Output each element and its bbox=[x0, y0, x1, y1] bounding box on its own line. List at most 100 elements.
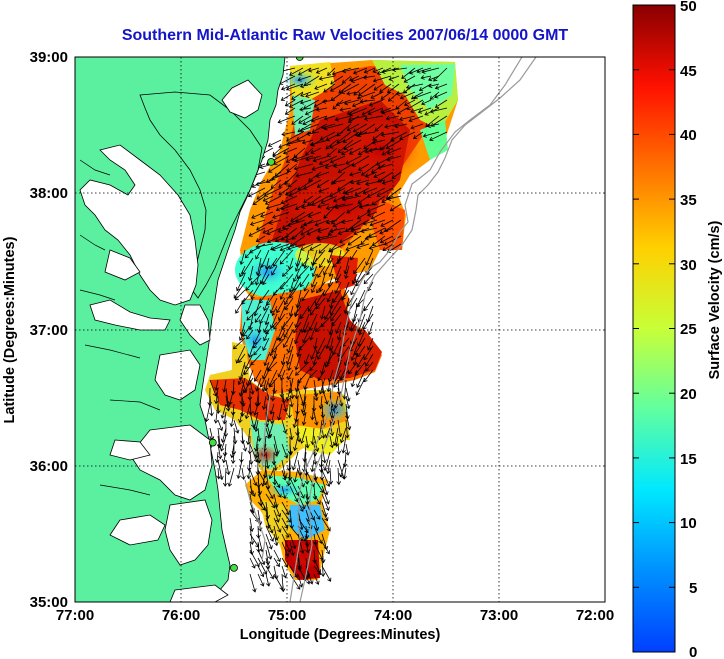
velocity-arrow bbox=[281, 517, 289, 530]
velocity-arrow bbox=[335, 99, 352, 107]
colorbar-tick: 5 bbox=[689, 580, 697, 597]
velocity-arrow bbox=[288, 305, 294, 317]
velocity-arrow bbox=[321, 443, 327, 464]
velocity-arrow bbox=[285, 155, 298, 163]
velocity-arrow bbox=[309, 361, 318, 372]
velocity-arrow bbox=[293, 467, 299, 483]
velocity-arrow bbox=[333, 377, 342, 388]
x-tick-label: 73:00 bbox=[480, 607, 518, 624]
velocity-arrow bbox=[269, 297, 278, 314]
velocity-arrow bbox=[347, 235, 362, 246]
velocity-arrow bbox=[284, 297, 294, 311]
velocity-arrow bbox=[273, 477, 281, 489]
velocity-arrow bbox=[348, 361, 358, 375]
velocity-arrow bbox=[271, 451, 277, 466]
velocity-arrow bbox=[323, 257, 334, 276]
velocity-arrow bbox=[382, 243, 394, 251]
velocity-arrow bbox=[330, 75, 344, 85]
velocity-arrow bbox=[265, 541, 273, 560]
velocity-arrow bbox=[316, 179, 330, 188]
velocity-arrow bbox=[290, 211, 306, 222]
velocity-arrow bbox=[252, 195, 266, 206]
velocity-arrow bbox=[294, 257, 302, 272]
velocity-arrow bbox=[256, 187, 274, 200]
velocity-arrow bbox=[370, 91, 384, 99]
velocity-arrow bbox=[209, 395, 214, 417]
velocity-arrow bbox=[321, 469, 331, 487]
velocity-arrow bbox=[341, 219, 354, 225]
velocity-arrow bbox=[257, 477, 263, 496]
velocity-arrow bbox=[367, 107, 384, 116]
velocity-arrow bbox=[295, 171, 314, 178]
velocity-arrow bbox=[325, 459, 331, 475]
velocity-arrow bbox=[356, 353, 366, 368]
velocity-arrow bbox=[292, 411, 299, 429]
velocity-arrow bbox=[225, 387, 231, 409]
map-title: Southern Mid-Atlantic Raw Velocities 200… bbox=[122, 27, 569, 44]
velocity-arrow bbox=[280, 573, 286, 593]
velocity-arrow bbox=[252, 411, 259, 430]
velocity-arrow bbox=[277, 227, 290, 234]
velocity-arrow bbox=[403, 99, 416, 107]
velocity-arrow bbox=[311, 195, 330, 206]
velocity-arrow bbox=[299, 123, 320, 133]
velocity-arrow bbox=[339, 107, 352, 112]
velocity-arrow bbox=[308, 313, 318, 331]
velocity-arrow bbox=[267, 139, 282, 147]
velocity-arrow bbox=[413, 91, 432, 100]
velocity-arrow bbox=[428, 75, 440, 82]
velocity-arrow bbox=[363, 115, 384, 121]
velocity-arrow bbox=[310, 403, 315, 421]
velocity-arrow bbox=[320, 305, 326, 320]
velocity-arrow bbox=[245, 281, 254, 291]
velocity-arrow bbox=[313, 379, 319, 398]
map-area bbox=[75, 57, 605, 602]
velocity-arrow bbox=[287, 219, 306, 228]
velocity-arrow bbox=[253, 329, 262, 345]
colorbar-tick: 45 bbox=[680, 63, 697, 80]
velocity-arrow bbox=[396, 107, 408, 115]
velocity-arrow bbox=[310, 147, 322, 154]
velocity-arrow bbox=[366, 211, 378, 217]
velocity-arrow bbox=[303, 353, 310, 365]
velocity-arrow bbox=[303, 179, 322, 190]
velocity-arrow bbox=[281, 469, 287, 481]
colorbar-tick: 50 bbox=[680, 0, 697, 15]
velocity-arrow bbox=[342, 467, 347, 480]
velocity-arrow bbox=[334, 115, 352, 122]
velocity-arrow bbox=[324, 353, 334, 368]
velocity-arrow bbox=[273, 313, 286, 330]
velocity-arrow bbox=[281, 565, 288, 579]
velocity-arrow bbox=[380, 219, 394, 227]
velocity-arrow bbox=[219, 435, 227, 452]
velocity-arrow bbox=[262, 195, 274, 202]
velocity-arrow bbox=[309, 139, 330, 147]
velocity-arrow bbox=[291, 91, 304, 100]
velocity-arrow bbox=[433, 67, 448, 82]
velocity-arrow bbox=[328, 243, 346, 253]
velocity-arrow bbox=[284, 99, 296, 107]
velocity-arrow bbox=[336, 345, 342, 358]
velocity-arrow bbox=[297, 533, 305, 554]
velocity-arrow bbox=[233, 281, 246, 299]
velocity-arrow bbox=[346, 123, 360, 132]
velocity-arrow bbox=[309, 243, 322, 251]
velocity-arrow bbox=[341, 67, 360, 74]
velocity-arrow bbox=[356, 179, 370, 186]
velocity-arrow bbox=[287, 179, 298, 188]
velocity-arrow bbox=[315, 289, 326, 306]
y-tick-label: 37:00 bbox=[30, 322, 68, 339]
velocity-arrow bbox=[327, 369, 334, 383]
velocity-arrow bbox=[254, 313, 262, 323]
velocity-arrow bbox=[395, 91, 408, 96]
velocity-arrow bbox=[356, 91, 376, 100]
velocity-arrow bbox=[294, 305, 302, 317]
velocity-arrow bbox=[327, 227, 338, 236]
velocity-arrow bbox=[294, 353, 302, 371]
velocity-arrow bbox=[265, 525, 274, 542]
velocity-arrow bbox=[334, 203, 354, 210]
velocity-arrow bbox=[349, 171, 362, 177]
velocity-arrow bbox=[317, 203, 330, 209]
velocity-arrow bbox=[334, 281, 342, 294]
velocity-arrow bbox=[309, 369, 318, 379]
